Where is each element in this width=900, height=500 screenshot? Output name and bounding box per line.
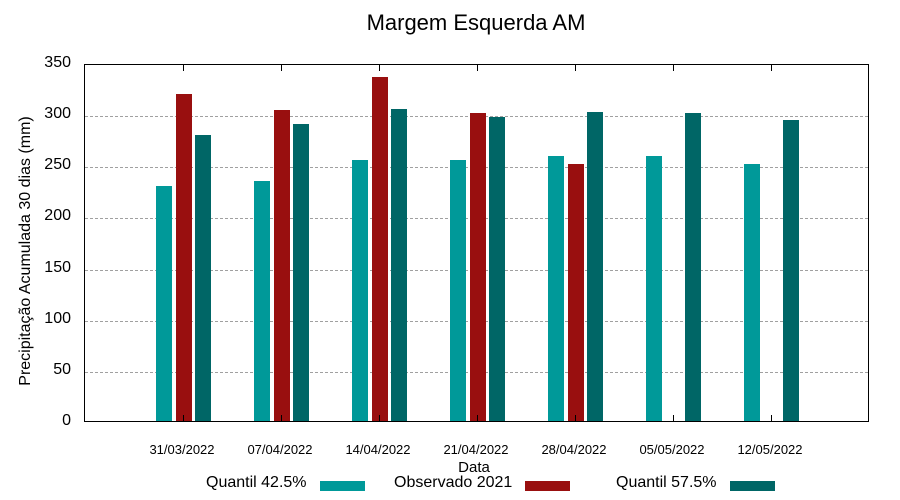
bar-quantil-42-5-: [450, 160, 466, 421]
y-tick-label: 0: [62, 412, 71, 429]
y-tick-label: 50: [53, 360, 71, 378]
y-tick-label: 250: [44, 156, 71, 174]
bar-quantil-42-5-: [646, 156, 662, 421]
x-tick: [379, 65, 380, 71]
bar-quantil-42-5-: [548, 156, 564, 421]
chart-title: Margem Esquerda AM: [366, 10, 586, 35]
bar-quantil-57-5-: [783, 120, 799, 421]
y-tick-label: 350: [44, 54, 71, 71]
x-tick: [771, 65, 772, 71]
x-tick: [183, 415, 184, 421]
bar-quantil-57-5-: [685, 113, 701, 421]
x-tick-label: 05/05/2022: [639, 442, 705, 457]
x-tick-label: 14/04/2022: [345, 442, 411, 457]
x-tick: [575, 65, 576, 71]
bar-observado-2021: [176, 93, 192, 421]
x-axis-label: Data: [458, 459, 490, 476]
bar-quantil-57-5-: [489, 117, 505, 421]
y-tick-label: 300: [44, 105, 71, 123]
x-tick-label: 12/05/2022: [737, 442, 803, 457]
x-tick: [183, 65, 184, 71]
bar-observado-2021: [568, 164, 584, 421]
bar-quantil-57-5-: [391, 109, 407, 421]
bar-observado-2021: [274, 110, 290, 421]
bar-quantil-57-5-: [293, 124, 309, 421]
y-tick-label: 200: [44, 207, 71, 225]
x-tick: [477, 415, 478, 421]
y-tick-label: 100: [44, 309, 71, 327]
x-tick: [379, 415, 380, 421]
x-tick: [281, 415, 282, 421]
x-tick: [771, 415, 772, 421]
bar-observado-2021: [470, 113, 486, 421]
legend-label-quantil-57: Quantil 57.5%: [616, 474, 717, 491]
x-tick-label: 07/04/2022: [247, 442, 313, 457]
y-tick-label: 150: [44, 258, 71, 276]
bar-quantil-42-5-: [744, 164, 760, 421]
bar-quantil-42-5-: [156, 185, 172, 421]
x-tick: [575, 415, 576, 421]
bar-quantil-57-5-: [587, 112, 603, 421]
x-tick: [281, 65, 282, 71]
legend-swatch-observado: [525, 481, 570, 491]
x-tick-label: 28/04/2022: [541, 442, 607, 457]
x-tick: [477, 65, 478, 71]
legend-swatch-quantil-57: [730, 481, 775, 491]
bar-observado-2021: [372, 77, 388, 421]
bar-quantil-57-5-: [195, 134, 211, 421]
legend-swatch-quantil-42: [320, 481, 365, 491]
x-tick: [673, 415, 674, 421]
plot-area: [84, 64, 869, 422]
bar-quantil-42-5-: [352, 160, 368, 421]
x-tick: [673, 65, 674, 71]
x-tick-label: 21/04/2022: [443, 442, 509, 457]
legend-label-quantil-42: Quantil 42.5%: [206, 474, 307, 491]
bar-quantil-42-5-: [254, 180, 270, 421]
legend-label-observado: Observado 2021: [394, 474, 513, 491]
x-tick-label: 31/03/2022: [149, 442, 215, 457]
